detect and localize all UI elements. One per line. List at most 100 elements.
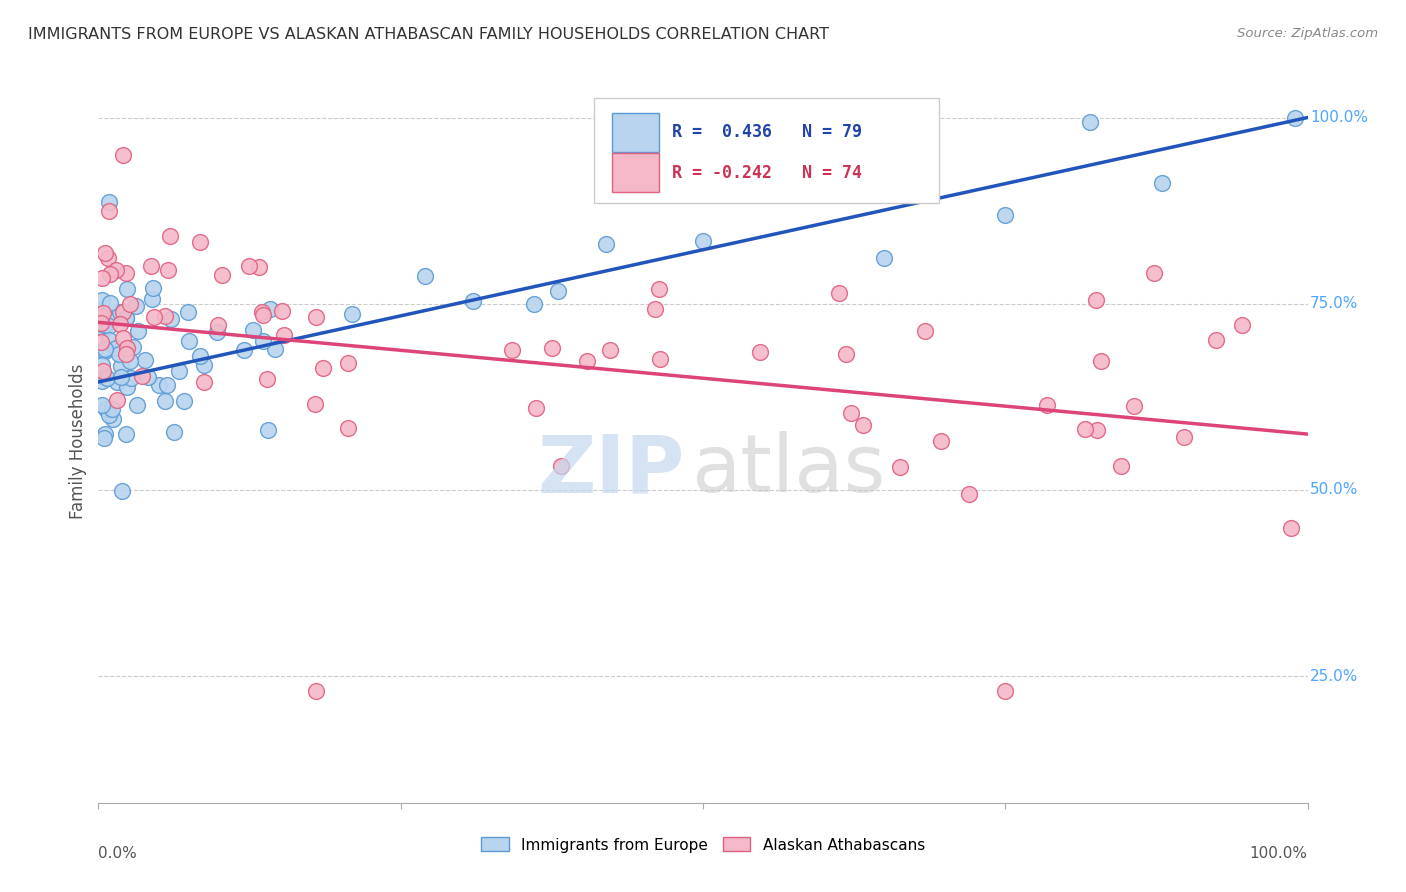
Point [115, 282, 138, 296]
Point [91, 369, 114, 384]
Point [156, 377, 179, 392]
Point [94, 402, 117, 417]
Point [748, 344, 770, 359]
Point [304, 397, 326, 411]
Point [595, 237, 617, 252]
Point [101, 412, 124, 426]
Point [90, 316, 112, 330]
Point [96, 370, 118, 384]
Text: 0.0%: 0.0% [98, 847, 138, 861]
Point [142, 280, 165, 294]
Point [138, 370, 160, 384]
Point [114, 310, 136, 325]
Point [98, 334, 121, 348]
Point [501, 343, 523, 357]
Point [929, 434, 952, 449]
Point [97, 194, 120, 209]
Point [156, 262, 179, 277]
Point [93, 306, 115, 320]
Point [1078, 115, 1101, 129]
Point [271, 304, 294, 318]
Point [752, 184, 775, 198]
Point [207, 318, 229, 332]
Point [211, 268, 233, 282]
Point [1232, 318, 1254, 333]
Point [576, 354, 599, 368]
Point [193, 358, 215, 372]
Point [104, 310, 127, 324]
Point [93, 322, 115, 336]
Point [98, 296, 121, 310]
Point [1122, 399, 1144, 413]
Point [873, 251, 896, 265]
Point [523, 296, 546, 310]
Point [173, 394, 195, 409]
Point [1073, 422, 1095, 436]
Y-axis label: Family Households: Family Households [69, 364, 87, 519]
Point [115, 311, 138, 326]
Text: 50.0%: 50.0% [1310, 483, 1358, 498]
Point [90, 310, 112, 325]
Point [134, 353, 156, 368]
Point [91, 343, 114, 357]
Point [93, 344, 115, 359]
Point [852, 418, 875, 433]
Point [1090, 354, 1112, 368]
Point [101, 401, 124, 416]
Point [188, 235, 211, 250]
Point [94, 427, 117, 442]
Point [252, 305, 274, 319]
Point [91, 368, 114, 382]
Point [98, 408, 121, 422]
Point [305, 684, 328, 698]
Point [115, 380, 138, 394]
Point [252, 334, 274, 348]
Point [90, 335, 112, 350]
Point [312, 361, 335, 376]
Point [155, 394, 177, 409]
Text: ZIP: ZIP [537, 432, 685, 509]
Point [889, 460, 911, 475]
Point [91, 374, 114, 388]
Point [1111, 458, 1133, 473]
Point [994, 684, 1017, 698]
Point [111, 148, 134, 162]
Point [118, 354, 141, 368]
Point [108, 318, 131, 332]
Point [153, 309, 176, 323]
Point [337, 421, 360, 435]
Point [1085, 423, 1108, 437]
FancyBboxPatch shape [613, 112, 659, 152]
Point [131, 369, 153, 384]
Point [914, 325, 936, 339]
Point [110, 305, 132, 319]
Text: Source: ZipAtlas.com: Source: ZipAtlas.com [1237, 27, 1378, 40]
Text: atlas: atlas [690, 432, 886, 509]
Point [193, 375, 215, 389]
Point [115, 427, 138, 442]
Point [233, 343, 256, 358]
Point [648, 282, 671, 296]
Point [648, 351, 671, 366]
Point [91, 303, 114, 318]
Point [111, 483, 134, 498]
Point [256, 372, 278, 386]
Point [93, 246, 115, 260]
Point [115, 346, 138, 360]
Text: IMMIGRANTS FROM EUROPE VS ALASKAN ATHABASCAN FAMILY HOUSEHOLDS CORRELATION CHART: IMMIGRANTS FROM EUROPE VS ALASKAN ATHABA… [28, 27, 830, 42]
Point [256, 423, 278, 437]
Point [91, 270, 114, 285]
FancyBboxPatch shape [613, 153, 659, 193]
Point [247, 260, 270, 275]
Text: 25.0%: 25.0% [1310, 669, 1358, 683]
Point [125, 398, 148, 412]
Point [342, 307, 364, 321]
Point [93, 342, 115, 356]
Point [547, 284, 569, 298]
Point [413, 268, 436, 283]
Point [159, 229, 181, 244]
Point [97, 319, 120, 334]
Point [238, 259, 260, 273]
Point [188, 349, 211, 363]
Point [839, 406, 862, 420]
